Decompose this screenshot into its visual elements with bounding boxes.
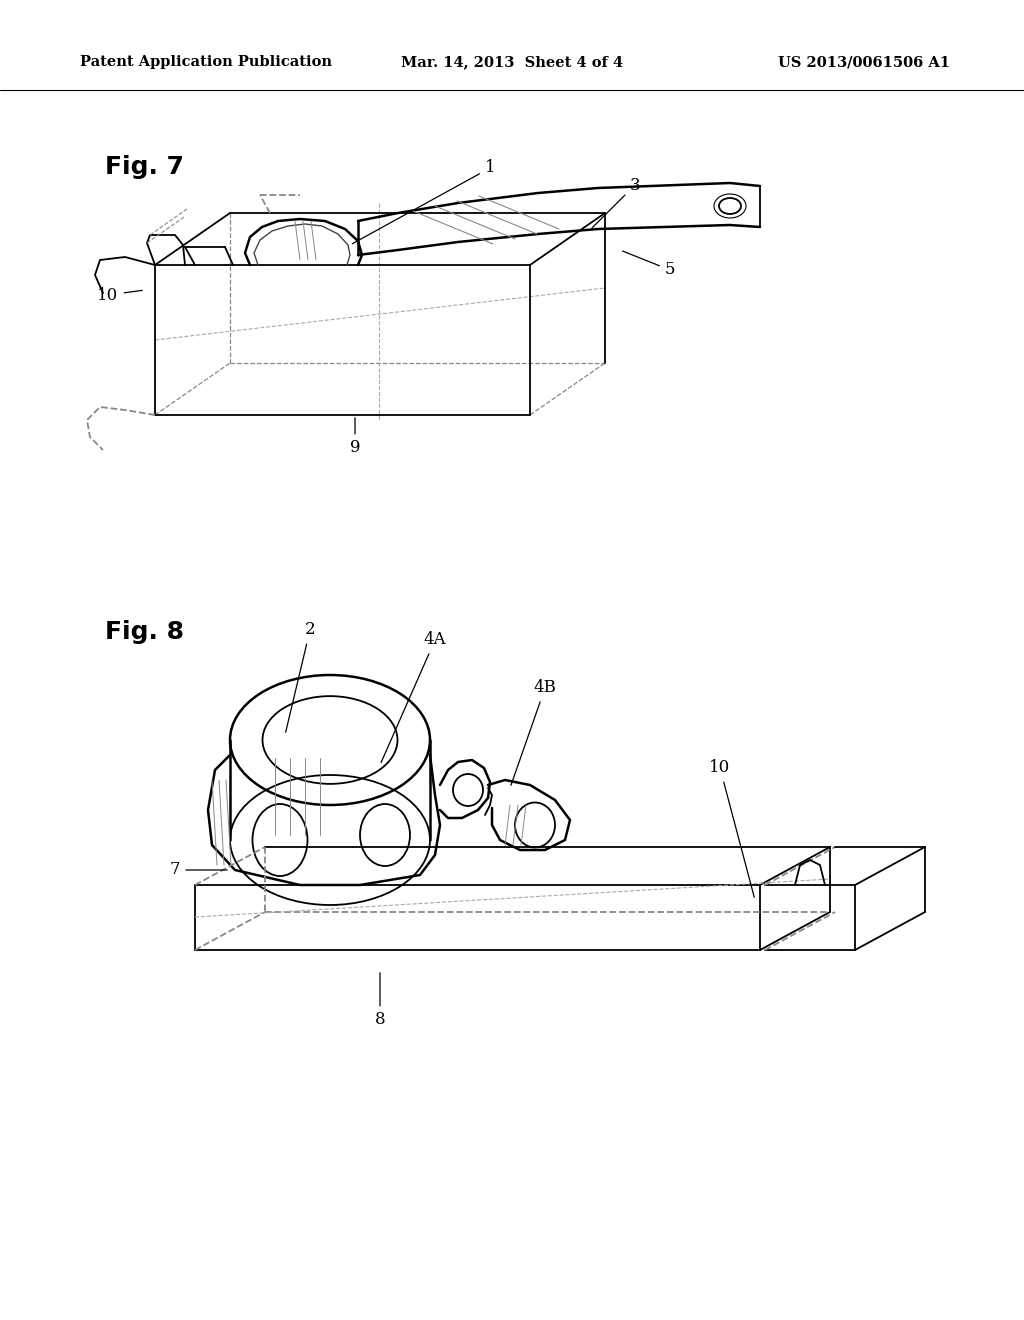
Text: Fig. 7: Fig. 7 xyxy=(105,154,184,180)
Text: 4A: 4A xyxy=(381,631,446,763)
Text: 9: 9 xyxy=(350,418,360,457)
Text: 3: 3 xyxy=(592,177,640,228)
Text: Patent Application Publication: Patent Application Publication xyxy=(80,55,332,69)
Text: 5: 5 xyxy=(623,251,675,279)
Text: 2: 2 xyxy=(286,622,315,733)
Text: 10: 10 xyxy=(710,759,755,898)
Text: Mar. 14, 2013  Sheet 4 of 4: Mar. 14, 2013 Sheet 4 of 4 xyxy=(401,55,623,69)
Text: 10: 10 xyxy=(97,286,142,304)
Text: 1: 1 xyxy=(352,160,496,244)
Text: 8: 8 xyxy=(375,973,385,1028)
Text: US 2013/0061506 A1: US 2013/0061506 A1 xyxy=(778,55,950,69)
Text: Fig. 8: Fig. 8 xyxy=(105,620,184,644)
Text: 7: 7 xyxy=(170,862,227,879)
Text: 4B: 4B xyxy=(511,680,556,785)
